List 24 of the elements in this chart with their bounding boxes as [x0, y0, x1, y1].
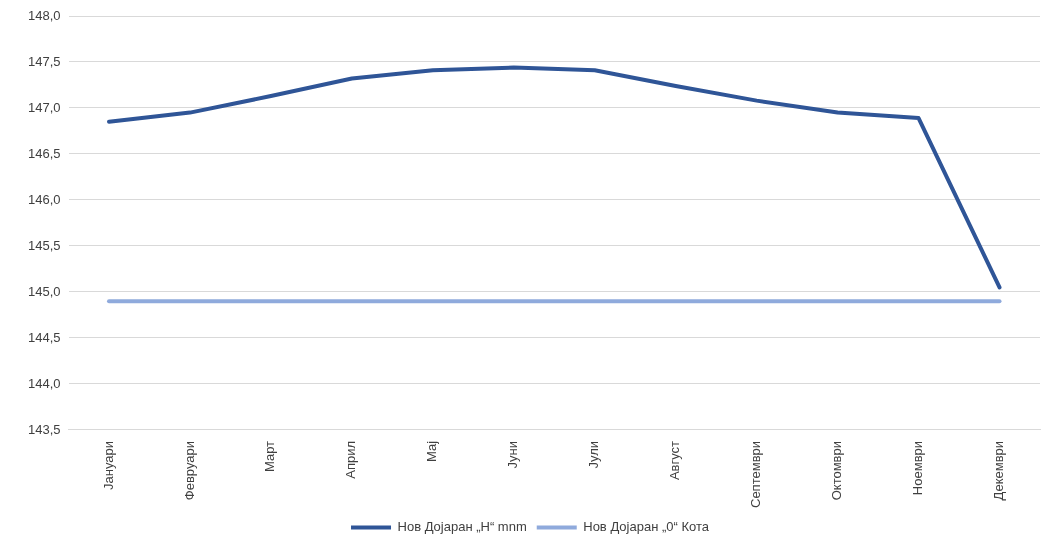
y-tick-label: 143,5 — [27, 421, 61, 437]
x-tick-label: Август — [667, 440, 683, 481]
legend-label: Нов Дојаран „0“ Кота — [583, 519, 710, 535]
x-tick-label: Јуни — [505, 440, 521, 469]
y-tick-label: 144,0 — [27, 375, 61, 391]
x-tick-label: Декември — [991, 440, 1007, 501]
x-tick-label: Март — [262, 440, 278, 473]
x-tick-label: Јануари — [100, 440, 116, 490]
x-tick-label: Мај — [424, 440, 440, 463]
y-tick-label: 147,5 — [27, 53, 61, 69]
y-tick-label: 145,0 — [27, 283, 61, 299]
x-tick-label: Септември — [748, 440, 764, 508]
y-tick-label: 147,0 — [27, 99, 61, 115]
x-tick-label: Октомври — [829, 440, 845, 501]
x-tick-label: Ноември — [910, 440, 926, 496]
y-tick-label: 146,5 — [27, 145, 61, 161]
x-tick-label: Јули — [586, 440, 602, 469]
y-tick-label: 148,0 — [27, 7, 61, 23]
legend-label: Нов Дојаран „H“ mnm — [397, 519, 527, 535]
y-tick-label: 146,0 — [27, 191, 61, 207]
x-tick-label: Април — [343, 440, 359, 479]
y-tick-label: 145,5 — [27, 237, 61, 253]
x-tick-label: Февруари — [181, 440, 197, 501]
y-tick-label: 144,5 — [27, 329, 61, 345]
